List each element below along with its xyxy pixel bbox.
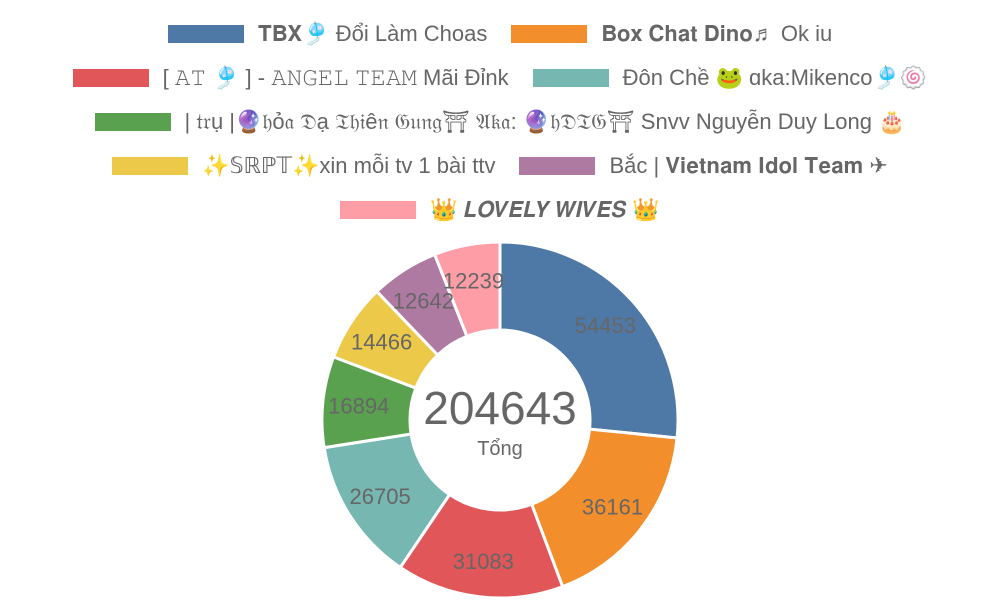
legend-swatch — [72, 69, 149, 87]
donut-slice-7[interactable] — [432, 240, 502, 339]
legend-swatch — [511, 25, 588, 43]
legend-swatch — [532, 69, 609, 87]
slice-value-label-7: 12239 — [443, 268, 504, 293]
legend-item[interactable]: | 𝔱𝔯ụ |🔮𝔥ỏ𝔞 𝔇ạ 𝔗𝔥𝔦ê𝔫 𝔊𝔲𝔫𝔤⛩ 𝔄𝔨𝔞: 🔮𝔥𝔇𝔗𝔊⛩ S… — [94, 109, 906, 135]
legend-swatch — [94, 113, 171, 131]
legend-label: 𝐁𝐨𝐱 𝐂𝐡𝐚𝐭 𝐃𝐢𝐧𝐨♬ Ok iu — [601, 21, 833, 46]
donut-slice-0[interactable] — [498, 240, 680, 440]
legend-item[interactable]: Đôn Chề 🐸 ɑka:Mikenco🎐🍥 — [532, 65, 928, 91]
legend-label: 𝐓𝐁𝐗🎐 Đổi Làm Choas — [257, 21, 488, 46]
legend-swatch — [167, 25, 244, 43]
legend-label: [ 𝙰𝚃 🎐 ] - 𝙰𝙽𝙶𝙴𝙻 𝚃𝙴𝙰𝙼 Mãi Đỉnk — [162, 65, 509, 90]
center-total: 204643 — [423, 382, 577, 434]
legend-item[interactable]: 𝐁𝐨𝐱 𝐂𝐡𝐚𝐭 𝐃𝐢𝐧𝐨♬ Ok iu — [511, 21, 832, 47]
legend-swatch — [340, 201, 417, 219]
donut-slices — [320, 240, 680, 600]
donut-slice-2[interactable] — [398, 492, 565, 600]
legend-row: ✨𝕊ℝℙ𝕋✨xin mỗi tv 1 bài ttv Bắc | 𝐕𝐢𝐞𝐭𝐧𝐚𝐦… — [0, 144, 1000, 188]
legend-item[interactable]: Bắc | 𝐕𝐢𝐞𝐭𝐧𝐚𝐦 𝐈𝐝𝐨𝐥 𝐓𝐞𝐚𝐦 ✈ — [519, 153, 888, 179]
legend-label: | 𝔱𝔯ụ |🔮𝔥ỏ𝔞 𝔇ạ 𝔗𝔥𝔦ê𝔫 𝔊𝔲𝔫𝔤⛩ 𝔄𝔨𝔞: 🔮𝔥𝔇𝔗𝔊⛩ S… — [184, 109, 906, 134]
legend-label: Đôn Chề 🐸 ɑka:Mikenco🎐🍥 — [622, 65, 928, 90]
legend-item[interactable]: 𝐓𝐁𝐗🎐 Đổi Làm Choas — [167, 21, 488, 47]
slice-value-label-6: 12642 — [393, 288, 454, 313]
legend-row: | 𝔱𝔯ụ |🔮𝔥ỏ𝔞 𝔇ạ 𝔗𝔥𝔦ê𝔫 𝔊𝔲𝔫𝔤⛩ 𝔄𝔨𝔞: 🔮𝔥𝔇𝔗𝔊⛩ S… — [0, 100, 1000, 144]
legend-label: 👑 𝑳𝑶𝑽𝑬𝑳𝒀 𝑾𝑰𝑽𝑬𝑺 👑 — [430, 197, 660, 222]
legend-label: Bắc | 𝐕𝐢𝐞𝐭𝐧𝐚𝐦 𝐈𝐝𝐨𝐥 𝐓𝐞𝐚𝐦 ✈ — [609, 153, 888, 178]
legend-item[interactable]: [ 𝙰𝚃 🎐 ] - 𝙰𝙽𝙶𝙴𝙻 𝚃𝙴𝙰𝙼 Mãi Đỉnk — [72, 65, 509, 91]
legend-item[interactable]: ✨𝕊ℝℙ𝕋✨xin mỗi tv 1 bài ttv — [112, 153, 495, 179]
slice-value-label-1: 36161 — [582, 495, 643, 520]
slice-value-label-3: 26705 — [350, 484, 411, 509]
slice-value-label-5: 14466 — [351, 330, 412, 355]
slice-value-label-2: 31083 — [453, 549, 514, 574]
legend-row: 𝐓𝐁𝐗🎐 Đổi Làm Choas 𝐁𝐨𝐱 𝐂𝐡𝐚𝐭 𝐃𝐢𝐧𝐨♬ Ok iu — [0, 12, 1000, 56]
slice-value-label-4: 16894 — [328, 393, 389, 418]
legend-swatch — [519, 157, 596, 175]
center-label: Tổng — [477, 438, 523, 460]
slice-value-label-0: 54453 — [575, 313, 636, 338]
legend-item[interactable]: 👑 𝑳𝑶𝑽𝑬𝑳𝒀 𝑾𝑰𝑽𝑬𝑺 👑 — [340, 197, 660, 223]
legend-row: 👑 𝑳𝑶𝑽𝑬𝑳𝒀 𝑾𝑰𝑽𝑬𝑺 👑 — [0, 188, 1000, 232]
donut-slice-1[interactable] — [529, 427, 679, 589]
legend-label: ✨𝕊ℝℙ𝕋✨xin mỗi tv 1 bài ttv — [202, 153, 496, 178]
chart-legend: 𝐓𝐁𝐗🎐 Đổi Làm Choas 𝐁𝐨𝐱 𝐂𝐡𝐚𝐭 𝐃𝐢𝐧𝐨♬ Ok iu … — [0, 12, 1000, 232]
legend-row: [ 𝙰𝚃 🎐 ] - 𝙰𝙽𝙶𝙴𝙻 𝚃𝙴𝙰𝙼 Mãi Đỉnk Đôn Chề 🐸… — [0, 56, 1000, 100]
legend-swatch — [112, 157, 189, 175]
